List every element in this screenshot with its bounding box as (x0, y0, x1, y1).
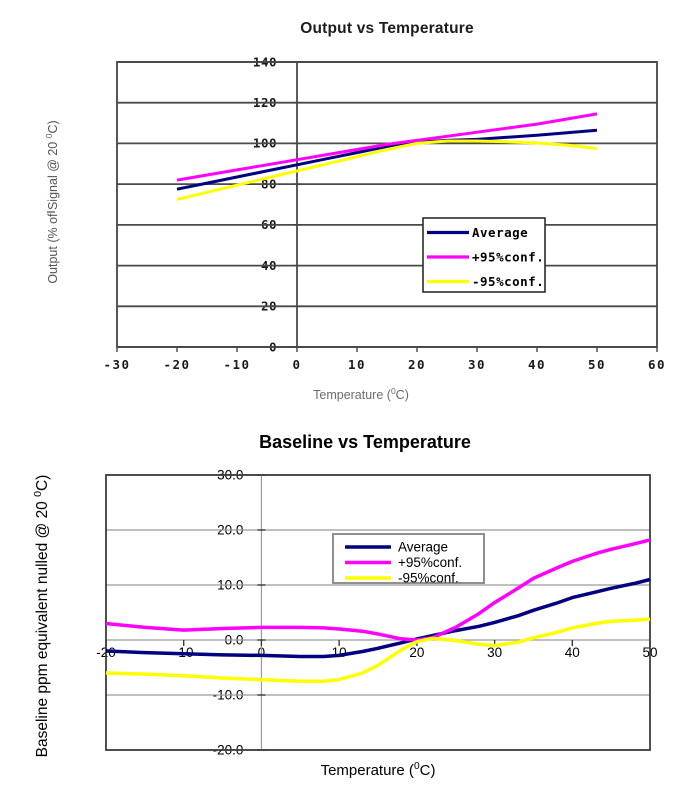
x-tick-label: 60 (648, 357, 666, 372)
value-axis (293, 61, 301, 348)
x-tick-label: -20 (163, 357, 190, 372)
x-tick-label: -30 (103, 357, 130, 372)
x-tick-label: 40 (565, 645, 580, 660)
label-superscript: 0 (390, 385, 396, 396)
series-lines (176, 112, 598, 201)
x-tick-label: 10 (332, 645, 347, 660)
x-tick-label: 30 (487, 645, 502, 660)
tick-labels: 30.020.010.00.0-10.0-20.0-20-10010203040… (96, 467, 657, 757)
series-line--95-conf- (105, 617, 651, 684)
x-tick-label: 20 (408, 357, 426, 372)
chart2-plot-area: 30.020.010.00.0-10.0-20.0-20-10010203040… (96, 467, 657, 757)
chart1-x-axis-label: Temperature (0C) (110, 385, 612, 402)
legend: Average +95%conf. -95%conf. (422, 217, 546, 293)
legend-label: Average (398, 540, 448, 555)
label-text: C) (419, 762, 436, 779)
legend-label: +95%conf. (472, 250, 544, 265)
chart1-y-axis-label: Output (% of Signal @ 20 0C) (43, 52, 63, 352)
chart1-title: Output vs Temperature (300, 20, 474, 37)
x-tick-label: 10 (348, 357, 366, 372)
value-axis (257, 474, 266, 751)
legend-label: +95%conf. (398, 555, 462, 570)
label-text: C) (46, 120, 60, 134)
gridlines (106, 474, 650, 751)
series-line--95-conf- (176, 112, 598, 182)
chart2-x-axis-label: Temperature (0C) (106, 761, 650, 779)
label-text: Temperature ( (313, 388, 391, 402)
label-text: Baseline ppm equivalent nulled @ 20 (34, 496, 51, 758)
legend-box (422, 217, 546, 293)
chart2-title: Baseline vs Temperature (259, 432, 471, 452)
chart1-plot-area: 140120100806040200-30-20-100102030405060… (103, 54, 666, 372)
gridlines (117, 61, 657, 348)
series-lines (105, 538, 651, 684)
label-text: Temperature ( (320, 762, 414, 779)
legend-label: -95%conf. (398, 571, 459, 586)
legend-box (332, 533, 485, 584)
x-tick-label: 50 (588, 357, 606, 372)
x-tick-label: 40 (528, 357, 546, 372)
label-text: C) (395, 388, 409, 402)
series-line--95-conf- (176, 139, 598, 201)
stray-dash-mark (47, 211, 55, 213)
label-superscript: 0 (413, 761, 420, 772)
x-tick-label: -10 (223, 357, 250, 372)
label-text: C) (34, 474, 51, 492)
series-line-average (176, 128, 598, 191)
legend-label: -95%conf. (472, 274, 544, 289)
plot-border (116, 61, 658, 348)
plot-border (105, 474, 651, 751)
chart2-y-axis-label: Baseline ppm equivalent nulled @ 20 0C) (31, 452, 54, 780)
x-tick-label: 30 (468, 357, 486, 372)
legend-label: Average (472, 225, 528, 240)
legend: Average+95%conf.-95%conf. (332, 533, 485, 586)
category-axis-ticks (116, 347, 658, 352)
x-tick-label: 0 (292, 357, 301, 372)
label-superscript: 0 (31, 491, 44, 497)
x-tick-label: 20 (409, 645, 424, 660)
label-superscript: 0 (43, 133, 54, 139)
